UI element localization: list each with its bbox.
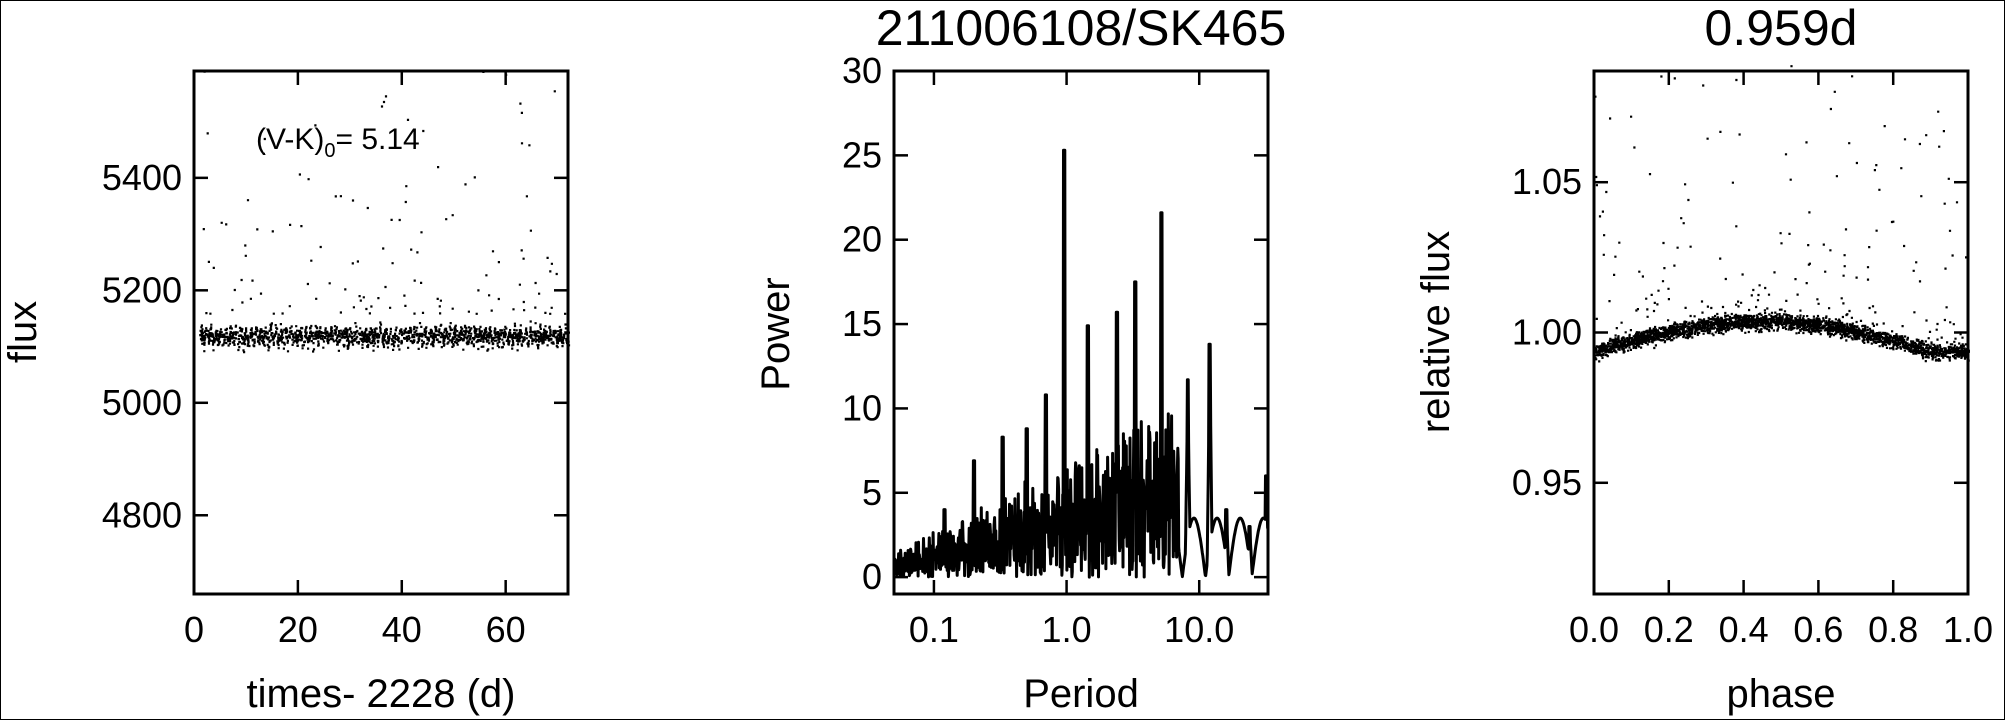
- lightcurve-ticks: 0 20 40 60 4800 5000 5200 5400: [102, 71, 568, 650]
- lightcurve-ytick-label: 4800: [102, 494, 182, 535]
- phased-xtick-label: 0.2: [1644, 609, 1694, 650]
- lightcurve-ylabel: flux: [1, 301, 45, 363]
- phased-xtick-label: 0.8: [1868, 609, 1918, 650]
- lightcurve-xtick-label: 40: [382, 609, 422, 650]
- phased-ylabel: relative flux: [1414, 231, 1458, 433]
- periodogram-ylabel: Power: [754, 277, 798, 390]
- periodogram-xtick-label: 10.0: [1164, 609, 1234, 650]
- phased-points: [1594, 65, 1970, 363]
- phased-ticks: 0.0 0.2 0.4 0.6 0.8 1.0 0.95 1.00 1.05: [1512, 71, 1993, 650]
- lightcurve-frame: [192, 69, 570, 596]
- phased-ytick-label: 1.00: [1512, 312, 1582, 353]
- lightcurve-xtick-label: 60: [486, 609, 526, 650]
- periodogram-title: 211006108/SK465: [876, 1, 1287, 56]
- periodogram-xtick-label: 1.0: [1042, 609, 1092, 650]
- phased-xtick-label: 0.4: [1719, 609, 1769, 650]
- periodogram-ytick-label: 25: [842, 134, 882, 175]
- lightcurve-panel: 0 20 40 60 4800 5000 5200 5400 flux times- 2228…: [1, 69, 571, 716]
- periodogram-xtick-label: 0.1: [909, 609, 959, 650]
- lightcurve-points: [199, 70, 571, 354]
- color-index-annotation: (V-K)0= 5.14: [256, 123, 420, 162]
- periodogram-ytick-label: 15: [842, 303, 882, 344]
- phased-ytick-label: 1.05: [1512, 161, 1582, 202]
- lightcurve-xtick-label: 20: [278, 609, 318, 650]
- periodogram-frame: [892, 69, 1270, 596]
- phased-xlabel: phase: [1727, 672, 1836, 716]
- phased-title: 0.959d: [1705, 1, 1858, 56]
- periodogram-ticks: 0.1 1.0 10.0 0 5 10 15 20 25 30: [842, 50, 1268, 650]
- lightcurve-ytick-label: 5400: [102, 157, 182, 198]
- periodogram-ytick-label: 10: [842, 387, 882, 428]
- lightcurve-xlabel: times- 2228 (d): [247, 672, 516, 716]
- lightcurve-ytick-label: 5200: [102, 269, 182, 310]
- phased-ytick-label: 0.95: [1512, 462, 1582, 503]
- phased-xtick-label: 0.6: [1793, 609, 1843, 650]
- periodogram-ytick-label: 30: [842, 50, 882, 91]
- periodogram-ytick-label: 0: [862, 556, 882, 597]
- lightcurve-point-cloud: [199, 70, 571, 354]
- phased-point-cloud: [1594, 65, 1970, 363]
- periodogram-curve: [892, 148, 1270, 579]
- lightcurve-ytick-label: 5000: [102, 382, 182, 423]
- phased-xtick-label: 1.0: [1943, 609, 1993, 650]
- periodogram-xlabel: Period: [1023, 672, 1139, 716]
- periodogram-ytick-label: 5: [862, 472, 882, 513]
- periodogram-panel: 0.1 1.0 10.0 0 5 10 15 20 25 30 Power Period 2110…: [754, 1, 1286, 716]
- lightcurve-xtick-label: 0: [184, 609, 204, 650]
- phased-xtick-label: 0.0: [1569, 609, 1619, 650]
- phased-panel: 0.0 0.2 0.4 0.6 0.8 1.0 0.95 1.00 1.05 relative …: [1414, 1, 1993, 716]
- periodogram-ytick-label: 20: [842, 219, 882, 260]
